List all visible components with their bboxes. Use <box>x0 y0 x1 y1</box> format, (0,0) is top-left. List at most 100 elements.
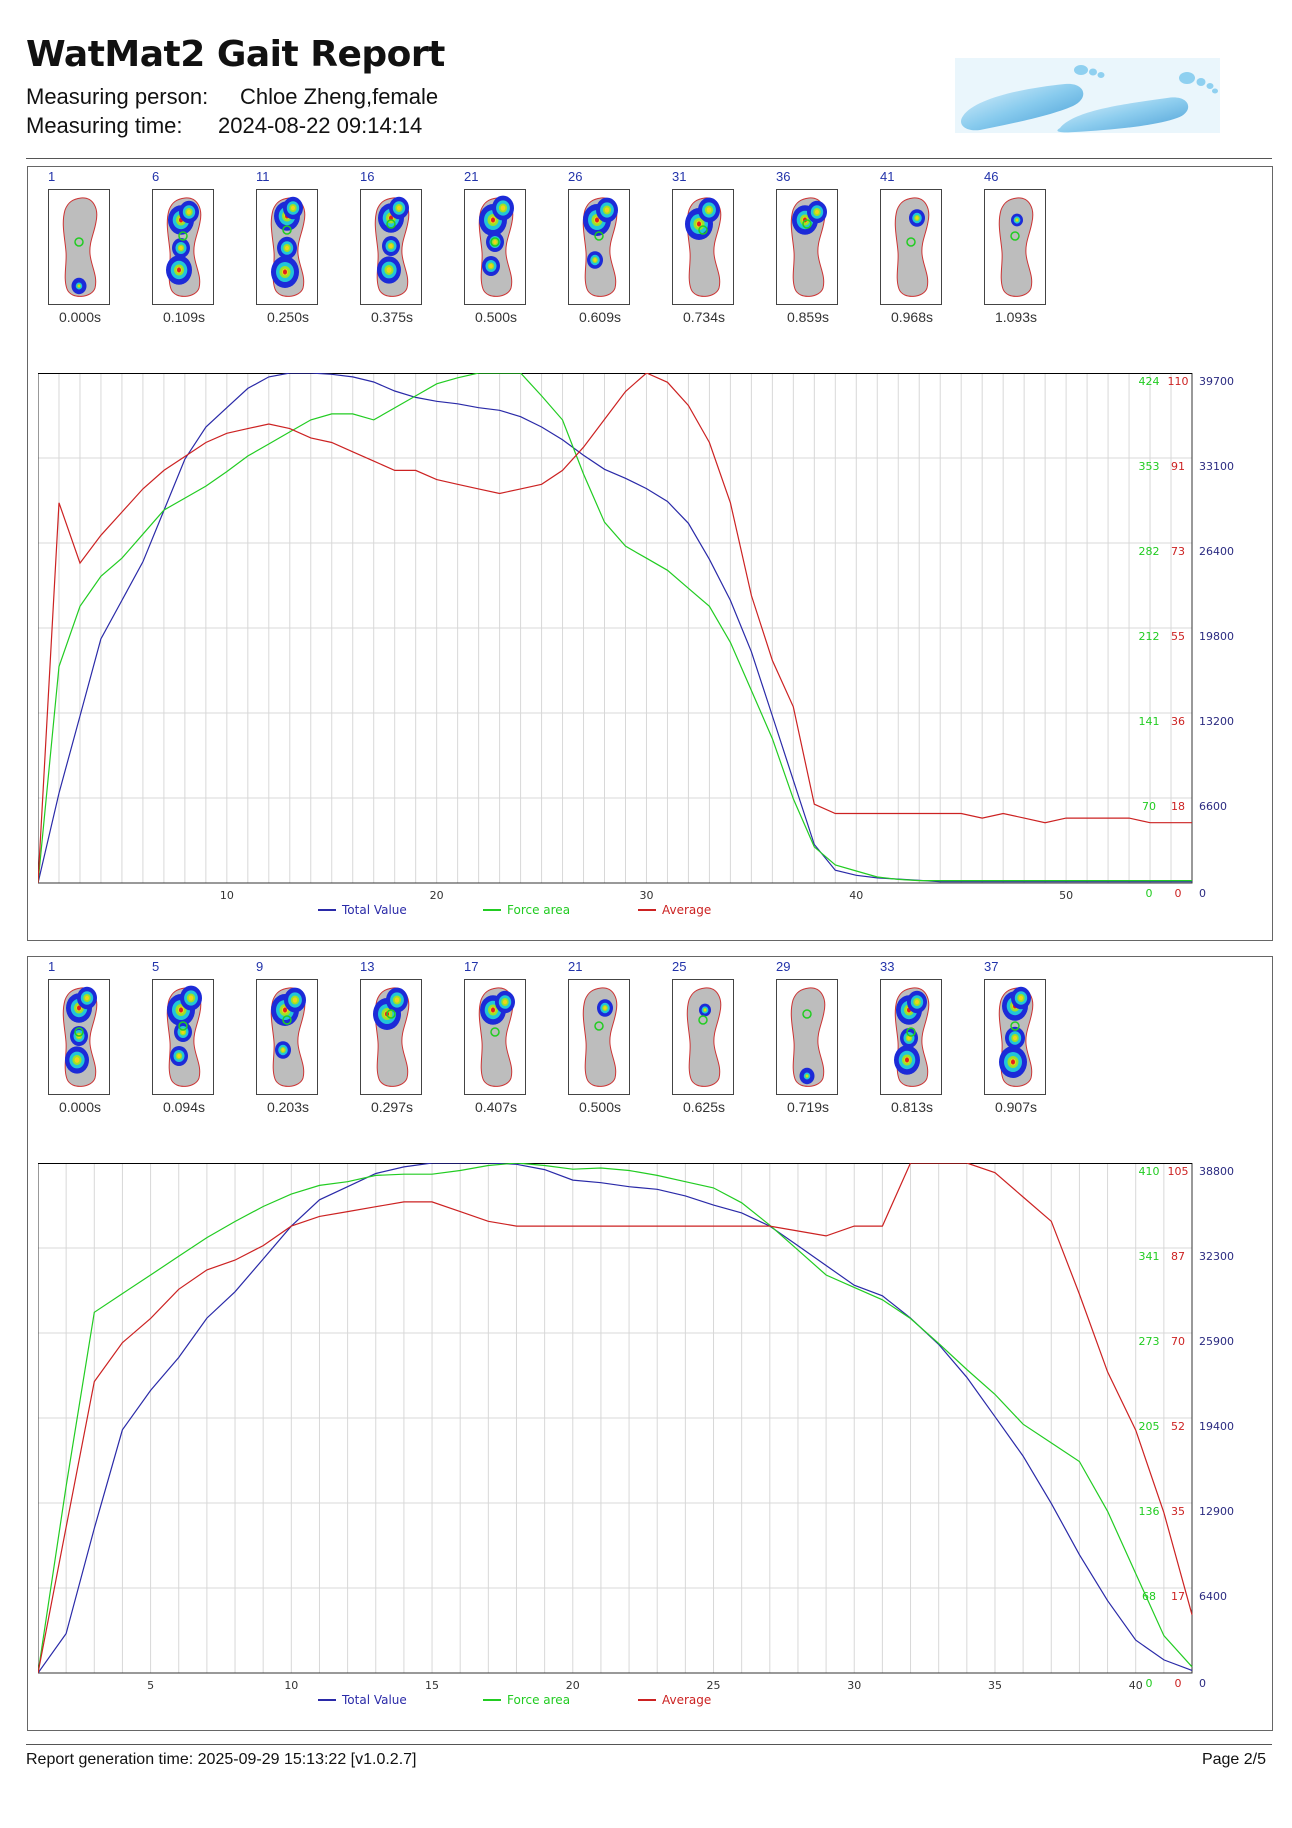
y-tick-label: 26400 <box>1199 545 1234 558</box>
frame-time: 0.297s <box>370 1099 414 1115</box>
series-line-average <box>38 373 1192 884</box>
frame-number: 26 <box>568 169 583 184</box>
footprint-icon <box>478 195 514 297</box>
legend-label: Force area <box>507 903 570 917</box>
report-generation-time: Report generation time: 2025-09-29 15:13… <box>26 1751 417 1768</box>
y-tick-label: 141 <box>1139 715 1160 728</box>
footprint-pressure-map <box>48 189 110 305</box>
series-line-total-value <box>38 1163 1193 1674</box>
pressure-frames-strip: 1 0.000s 6 0.109s 11 0.250s 16 0.375s 21 0.500s 26… <box>28 167 1272 337</box>
frame-number: 1 <box>48 169 56 184</box>
frame-number: 36 <box>776 169 791 184</box>
y-tick-label: 410 <box>1139 1165 1160 1178</box>
x-tick-label: 25 <box>707 1679 721 1692</box>
y-tick-label: 110 <box>1168 375 1189 388</box>
frame-time: 0.625s <box>682 1099 726 1115</box>
frame-number: 25 <box>672 959 687 974</box>
frame-number: 21 <box>464 169 479 184</box>
y-tick-label: 136 <box>1139 1505 1160 1518</box>
footprint-icon <box>62 986 98 1087</box>
y-tick-label: 282 <box>1139 545 1160 558</box>
footprint-icon <box>166 197 202 297</box>
footprint-pressure-map <box>464 189 526 305</box>
series-line-average <box>38 1163 1193 1674</box>
plot-frame <box>38 1163 1193 1674</box>
frame-time: 0.203s <box>266 1099 310 1115</box>
footprint-logo-icon <box>955 58 1220 133</box>
footprint-pressure-map <box>776 979 838 1095</box>
footprint-icon <box>998 197 1034 297</box>
footprint-icon <box>582 197 618 297</box>
y-tick-label: 341 <box>1139 1250 1160 1263</box>
x-tick-label: 5 <box>147 1679 154 1692</box>
pressure-frames-strip: 1 0.000s 5 0.094s 9 0.203s 13 0.297s 17 0.407s 21 0… <box>28 957 1272 1127</box>
measuring-person-row: Measuring person: Chloe Zheng,female <box>26 84 438 110</box>
y-tick-label: 19800 <box>1199 630 1234 643</box>
frame-time: 0.734s <box>682 309 726 325</box>
y-tick-label: 33100 <box>1199 460 1234 473</box>
frame-time: 0.407s <box>474 1099 518 1115</box>
footprint-icon <box>270 196 306 297</box>
y-tick-label: 353 <box>1139 460 1160 473</box>
footer-divider <box>26 1744 1272 1745</box>
y-tick-label: 6600 <box>1199 800 1227 813</box>
footprint-icon <box>790 197 827 297</box>
y-tick-label: 35 <box>1171 1505 1185 1518</box>
footprint-pressure-map <box>152 979 214 1095</box>
frame-time: 0.968s <box>890 309 934 325</box>
legend-label: Average <box>662 1693 711 1707</box>
y-tick-label: 0 <box>1199 887 1206 900</box>
x-tick-label: 15 <box>425 1679 439 1692</box>
y-tick-label: 212 <box>1139 630 1160 643</box>
y-tick-label: 25900 <box>1199 1335 1234 1348</box>
frame-number: 37 <box>984 959 999 974</box>
footprint-icon <box>270 987 306 1087</box>
legend-label: Total Value <box>341 903 407 917</box>
x-tick-label: 20 <box>566 1679 580 1692</box>
frame-number: 33 <box>880 959 895 974</box>
frame-time: 1.093s <box>994 309 1038 325</box>
footprint-icon <box>62 197 98 297</box>
footprint-pressure-map <box>672 189 734 305</box>
header-divider <box>26 158 1272 159</box>
y-tick-label: 17 <box>1171 1590 1185 1603</box>
frame-number: 41 <box>880 169 895 184</box>
y-tick-label: 70 <box>1142 800 1156 813</box>
frame-number: 5 <box>152 959 160 974</box>
footprint-icon <box>686 987 722 1087</box>
x-tick-label: 40 <box>849 889 863 902</box>
frame-number: 46 <box>984 169 999 184</box>
page-number: Page 2/5 <box>1201 1751 1266 1768</box>
x-tick-label: 10 <box>220 889 234 902</box>
footprint-pressure-map <box>568 979 630 1095</box>
footprint-pressure-map <box>152 189 214 305</box>
frame-time: 0.859s <box>786 309 830 325</box>
frame-number: 13 <box>360 959 375 974</box>
measuring-time-value: 2024-08-22 09:14:14 <box>218 113 423 138</box>
x-tick-label: 40 <box>1129 1679 1143 1692</box>
footprint-pressure-map <box>776 189 838 305</box>
x-tick-label: 50 <box>1059 889 1073 902</box>
y-tick-label: 73 <box>1171 545 1185 558</box>
frame-number: 21 <box>568 959 583 974</box>
y-tick-label: 0 <box>1146 1677 1153 1690</box>
y-tick-label: 0 <box>1199 1677 1206 1690</box>
measuring-time-row: Measuring time: 2024-08-22 09:14:14 <box>26 113 422 139</box>
plot-frame <box>38 373 1193 884</box>
y-tick-label: 32300 <box>1199 1250 1234 1263</box>
footprint-pressure-map <box>256 979 318 1095</box>
frame-time: 0.375s <box>370 309 414 325</box>
frame-time: 0.813s <box>890 1099 934 1115</box>
frame-time: 0.000s <box>58 1099 102 1115</box>
footprint-icon <box>685 197 722 297</box>
measuring-time-label: Measuring time: <box>26 113 183 138</box>
x-tick-label: 20 <box>430 889 444 902</box>
footprint-pressure-map <box>464 979 526 1095</box>
frame-time: 0.109s <box>162 309 206 325</box>
footprint-pressure-map <box>984 189 1046 305</box>
footprint-icon <box>894 987 930 1087</box>
report-title: WatMat2 Gait Report <box>26 34 445 75</box>
gait-chart-2: 5 10 15 20 25 30 35 40 0681362052733414100173552… <box>38 1163 1234 1707</box>
y-tick-label: 36 <box>1171 715 1185 728</box>
y-tick-label: 91 <box>1171 460 1185 473</box>
